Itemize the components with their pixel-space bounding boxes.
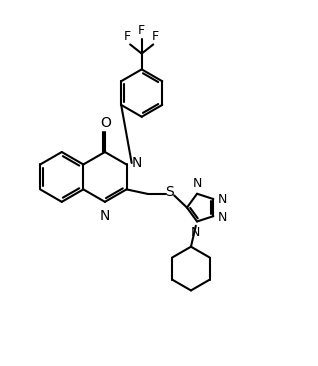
Text: F: F <box>138 25 145 37</box>
Text: N: N <box>218 211 227 224</box>
Text: F: F <box>124 30 131 43</box>
Text: N: N <box>193 177 202 190</box>
Text: N: N <box>218 193 227 206</box>
Text: N: N <box>191 226 200 239</box>
Text: N: N <box>100 209 110 223</box>
Text: O: O <box>100 116 111 130</box>
Text: N: N <box>132 156 142 170</box>
Text: S: S <box>165 186 174 199</box>
Text: F: F <box>152 30 159 43</box>
